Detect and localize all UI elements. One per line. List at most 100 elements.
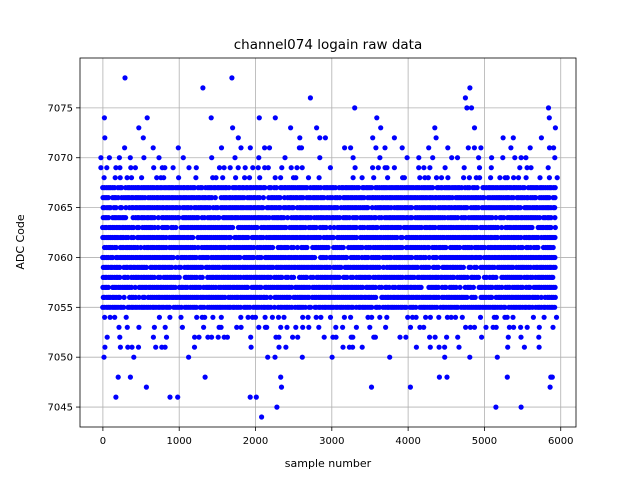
data-point	[365, 314, 371, 320]
data-point	[268, 274, 274, 280]
data-point	[497, 175, 503, 181]
data-point	[165, 224, 171, 231]
data-point	[179, 324, 185, 330]
data-point	[323, 224, 329, 231]
data-point	[250, 165, 256, 171]
data-point	[444, 314, 450, 320]
data-point	[337, 215, 343, 221]
data-point	[314, 125, 320, 131]
data-point	[256, 324, 262, 330]
data-point	[550, 274, 556, 280]
data-point	[468, 264, 474, 270]
data-point	[433, 135, 439, 141]
data-point	[277, 205, 283, 211]
data-point	[176, 175, 182, 181]
data-point	[258, 284, 264, 290]
data-point	[276, 344, 282, 350]
data-point	[266, 145, 273, 151]
data-point	[474, 224, 480, 231]
data-point	[336, 274, 342, 280]
data-point	[201, 304, 207, 310]
data-point	[299, 354, 305, 360]
data-point	[278, 324, 284, 330]
data-point	[260, 205, 266, 211]
data-point	[119, 205, 125, 211]
x-tick-label: 1000	[166, 436, 191, 447]
data-point	[518, 324, 524, 330]
data-point	[199, 274, 205, 280]
data-point	[545, 105, 552, 111]
data-point	[529, 224, 535, 231]
data-point	[256, 115, 262, 121]
data-point	[404, 155, 410, 161]
data-point	[300, 314, 306, 320]
data-point	[478, 145, 484, 151]
data-point	[466, 175, 472, 181]
data-point	[413, 344, 419, 350]
data-point	[459, 314, 465, 320]
data-point	[308, 215, 314, 221]
data-point	[552, 294, 558, 300]
data-point	[202, 374, 208, 380]
data-point	[312, 254, 318, 261]
data-point	[105, 284, 111, 290]
data-point	[238, 304, 244, 310]
data-point	[409, 215, 415, 221]
data-point	[427, 165, 433, 171]
data-point	[332, 185, 339, 191]
data-point	[384, 165, 390, 171]
data-point	[528, 165, 534, 171]
data-point	[369, 314, 375, 320]
data-point	[478, 254, 484, 261]
data-point	[464, 105, 470, 111]
data-point	[488, 175, 494, 181]
data-point	[308, 304, 314, 310]
data-point	[117, 175, 123, 181]
data-point	[407, 384, 413, 390]
data-point	[549, 374, 555, 380]
data-point	[238, 145, 244, 151]
data-point	[385, 175, 391, 181]
data-point	[470, 284, 476, 290]
data-point	[212, 195, 218, 201]
data-point	[391, 135, 397, 141]
data-point	[353, 234, 360, 241]
data-point	[101, 175, 107, 181]
data-point	[426, 145, 432, 151]
data-point	[267, 294, 274, 300]
data-point	[167, 314, 173, 320]
data-point	[479, 334, 485, 340]
data-point	[455, 215, 461, 221]
axis-ticks: 0 1000 2000 3000 4000 5000 6000 7045 7050 7055 706…	[48, 103, 574, 447]
data-point	[552, 234, 558, 241]
data-point	[548, 224, 554, 231]
data-point	[432, 224, 438, 231]
data-point	[500, 155, 506, 161]
data-point	[546, 115, 552, 121]
data-point	[476, 165, 483, 171]
data-point	[113, 165, 119, 171]
data-point	[116, 155, 122, 161]
data-point	[491, 264, 497, 270]
data-point	[112, 314, 118, 320]
data-point	[195, 244, 201, 251]
data-point	[123, 215, 129, 221]
data-point	[298, 145, 305, 151]
data-point	[359, 175, 365, 181]
data-point	[552, 155, 558, 161]
data-point	[290, 334, 296, 340]
data-point	[552, 215, 558, 221]
data-point	[316, 324, 322, 330]
data-point	[115, 374, 121, 380]
data-point	[143, 384, 149, 390]
data-point	[294, 165, 300, 171]
data-point	[105, 195, 111, 201]
data-point	[144, 115, 150, 121]
data-point	[138, 244, 144, 251]
data-point	[415, 264, 421, 270]
data-point	[546, 175, 553, 181]
data-point	[350, 175, 356, 181]
data-point	[247, 394, 253, 400]
data-point	[475, 205, 482, 211]
data-point	[360, 284, 366, 290]
